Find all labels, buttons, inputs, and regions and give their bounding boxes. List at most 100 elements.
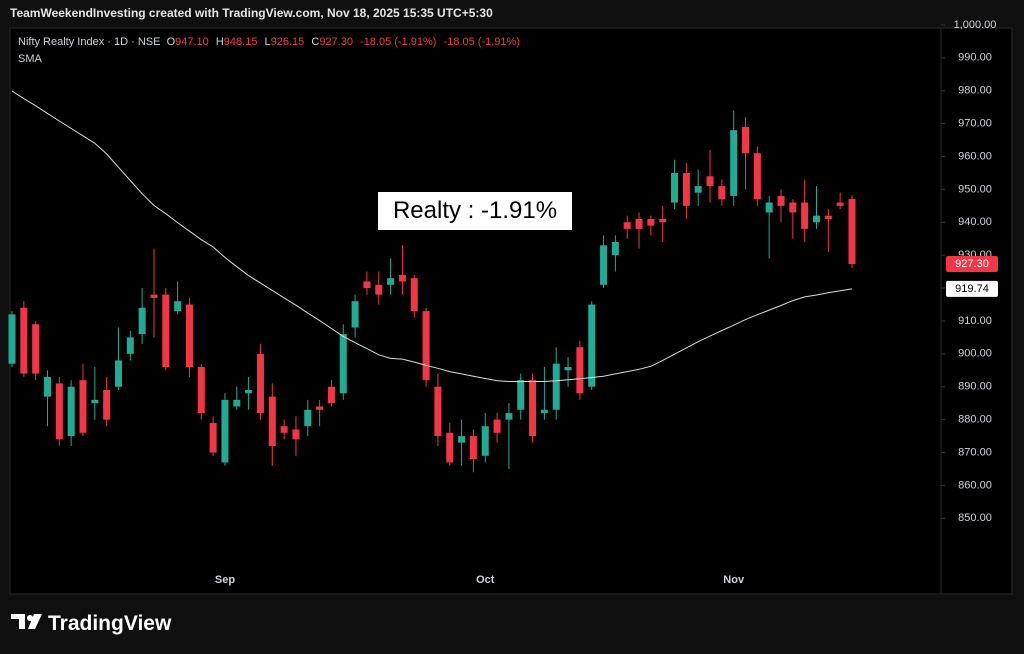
brand: TradingView: [48, 612, 172, 635]
candle-body: [316, 406, 324, 410]
candle-body: [623, 222, 631, 229]
candle-body: [588, 304, 596, 387]
candle-body: [162, 294, 170, 367]
open-value: 947.10: [175, 36, 209, 48]
close-value: 927.30: [319, 36, 353, 48]
y-tick-label: 860.00: [958, 479, 992, 491]
high-value: 948.15: [223, 36, 258, 48]
candle-body: [351, 301, 359, 328]
candle-body: [706, 176, 714, 187]
y-tick-label: 960.00: [958, 150, 992, 162]
candle-body: [529, 380, 537, 437]
candle-body: [375, 284, 383, 295]
candle-body: [422, 311, 430, 381]
price-tag-label: 919.74: [955, 283, 989, 295]
attribution: TeamWeekendInvesting created with Tradin…: [10, 6, 493, 20]
candle-body: [114, 360, 122, 387]
candle-body: [576, 347, 584, 394]
candle-body: [694, 186, 702, 193]
candle-body: [79, 380, 87, 433]
y-tick-label: 870.00: [958, 446, 992, 458]
candle-body: [434, 386, 442, 437]
y-tick-label: 990.00: [958, 52, 992, 64]
y-tick-label: 930.00: [958, 249, 992, 261]
candle-body: [363, 281, 371, 289]
candle-body: [718, 186, 726, 200]
candle-body: [659, 218, 667, 223]
ohlc-legend: Nifty Realty Index · 1D · NSE O947.10 H9…: [18, 36, 524, 48]
x-tick-label: Nov: [723, 574, 745, 586]
candle-body: [552, 363, 560, 410]
y-tick-label: 900.00: [958, 348, 992, 360]
sma-legend: SMA: [18, 53, 42, 65]
candle-body: [505, 413, 513, 420]
candle-body: [517, 380, 525, 410]
candle-body: [824, 215, 832, 219]
candle-body: [458, 436, 466, 443]
candle-body: [55, 383, 63, 440]
y-tick-label: 980.00: [958, 85, 992, 97]
candle-body: [742, 126, 750, 154]
x-tick-label: Oct: [476, 574, 495, 586]
candle-body: [292, 429, 300, 440]
candle-body: [813, 215, 821, 223]
annotation: Realty : -1.91%: [378, 192, 572, 230]
candle-body: [564, 366, 572, 371]
candle-body: [777, 195, 785, 206]
candle-body: [339, 334, 347, 394]
x-tick-label: Sep: [215, 574, 235, 586]
low-value: 926.15: [270, 36, 305, 48]
high-label: H: [215, 36, 224, 48]
chart-panel: [9, 27, 1013, 595]
candle-body: [280, 426, 288, 433]
y-tick-label: 950.00: [958, 183, 992, 195]
candle-body: [540, 409, 548, 414]
y-tick-label: 970.00: [958, 118, 992, 130]
candle-body: [671, 172, 679, 203]
candle-body: [765, 202, 773, 213]
y-tick-label: 880.00: [958, 414, 992, 426]
candle-body: [304, 409, 312, 427]
candle-body: [20, 307, 28, 374]
candle-body: [233, 399, 241, 407]
candle-body: [481, 426, 489, 456]
candle-body: [103, 390, 111, 420]
candle-body: [32, 324, 40, 374]
candle-body: [126, 337, 134, 354]
candle-body: [600, 245, 608, 285]
candle-body: [268, 396, 276, 446]
candle-body: [387, 278, 395, 285]
price-tag: [946, 280, 998, 297]
candle-body: [8, 314, 16, 364]
candle-body: [730, 130, 738, 196]
symbol: Nifty Realty Index · 1D · NSE: [18, 36, 161, 48]
price-tag: [946, 256, 998, 273]
candle-body: [848, 198, 856, 265]
y-tick-label: 890.00: [958, 381, 992, 393]
close-label: C: [311, 36, 320, 48]
candle-body: [43, 376, 51, 397]
candle-body: [209, 422, 217, 453]
candle-body: [197, 366, 205, 414]
candle-body: [801, 202, 809, 229]
candle-body: [174, 301, 182, 312]
sma-line: [11, 90, 853, 382]
candle-body: [138, 307, 146, 335]
price-tag-label: 927.30: [955, 258, 989, 270]
candle-body: [410, 278, 418, 312]
candle-body: [185, 304, 193, 367]
candle-body: [256, 353, 264, 414]
candle-body: [836, 202, 844, 206]
candle-body: [245, 390, 253, 394]
y-tick-label: 1,000.00: [954, 19, 997, 31]
candle-body: [150, 294, 158, 298]
low-label: L: [264, 36, 271, 48]
change-percent: -18.05 (-1.91%): [443, 36, 520, 48]
brand-logo: [11, 614, 42, 629]
candle-body: [91, 399, 99, 404]
open-label: O: [166, 36, 176, 48]
candle-body: [398, 274, 406, 282]
y-tick-label: 910.00: [958, 315, 992, 327]
candle-body: [221, 399, 229, 463]
